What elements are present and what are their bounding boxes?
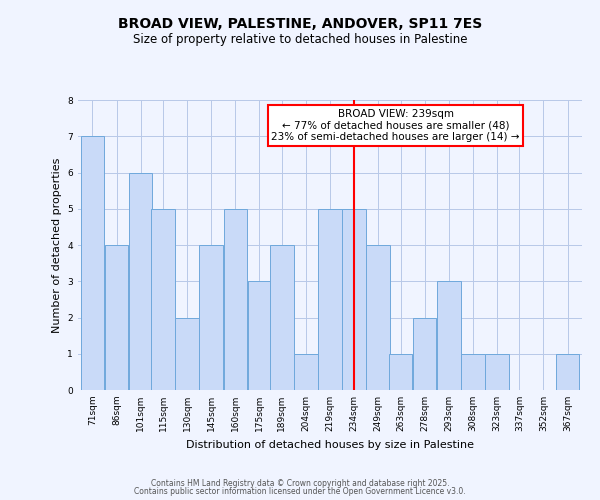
Bar: [199, 245, 223, 390]
Bar: [270, 245, 293, 390]
Bar: [485, 354, 509, 390]
Bar: [367, 245, 390, 390]
Text: Contains HM Land Registry data © Crown copyright and database right 2025.: Contains HM Land Registry data © Crown c…: [151, 478, 449, 488]
Text: Size of property relative to detached houses in Palestine: Size of property relative to detached ho…: [133, 32, 467, 46]
Bar: [556, 354, 580, 390]
Text: BROAD VIEW: 239sqm
← 77% of detached houses are smaller (48)
23% of semi-detache: BROAD VIEW: 239sqm ← 77% of detached hou…: [271, 108, 520, 142]
Bar: [318, 209, 342, 390]
Bar: [224, 209, 247, 390]
Text: Contains public sector information licensed under the Open Government Licence v3: Contains public sector information licen…: [134, 487, 466, 496]
Bar: [342, 209, 366, 390]
Bar: [151, 209, 175, 390]
Bar: [129, 172, 152, 390]
Bar: [105, 245, 128, 390]
Bar: [413, 318, 436, 390]
Bar: [461, 354, 485, 390]
Bar: [175, 318, 199, 390]
X-axis label: Distribution of detached houses by size in Palestine: Distribution of detached houses by size …: [186, 440, 474, 450]
Bar: [248, 281, 271, 390]
Bar: [294, 354, 318, 390]
Bar: [437, 281, 461, 390]
Bar: [389, 354, 412, 390]
Bar: [80, 136, 104, 390]
Y-axis label: Number of detached properties: Number of detached properties: [52, 158, 62, 332]
Text: BROAD VIEW, PALESTINE, ANDOVER, SP11 7ES: BROAD VIEW, PALESTINE, ANDOVER, SP11 7ES: [118, 18, 482, 32]
